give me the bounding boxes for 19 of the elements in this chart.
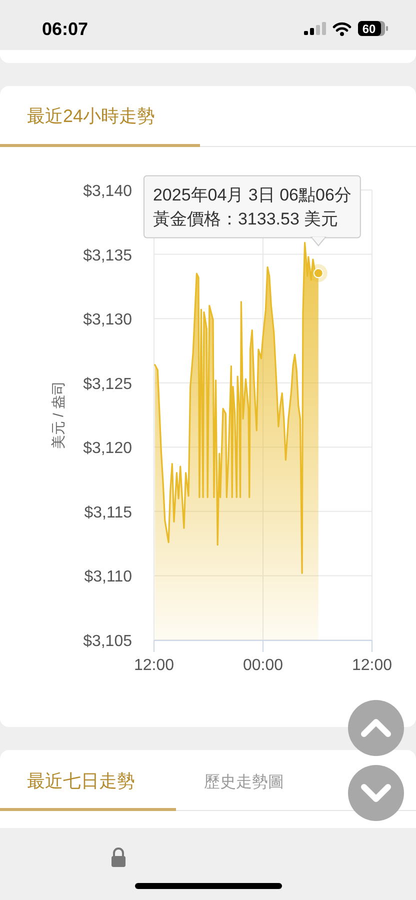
y-tick-label: $3,130 [83, 312, 132, 329]
y-axis-title: 美元 / 盎司 [50, 381, 66, 449]
chart-title: 最近24小時走勢 [27, 106, 156, 126]
y-tick-label: $3,140 [83, 183, 132, 200]
y-tick-label: $3,110 [84, 568, 132, 586]
y-tick-label: $3,115 [84, 504, 132, 522]
x-tick-label: 00:00 [242, 657, 284, 674]
text: 歷史走勢圖 [204, 773, 284, 791]
y-tick-label: $3,125 [83, 376, 132, 393]
y-tick-label: $3,135 [83, 247, 132, 264]
y-tick-label: $3,120 [83, 440, 132, 458]
x-tick-label: 12:00 [352, 657, 392, 674]
annotation: 黃金價格：3133.53 美元 [152, 210, 338, 229]
text: 06:07 [42, 19, 88, 39]
text: 60 [362, 22, 376, 36]
annotation: 2025年04月 3日 06點06分 [152, 186, 352, 205]
text: 最近七日走勢 [27, 771, 135, 791]
y-tick-label: $3,105 [83, 633, 132, 650]
x-tick-label: 12:00 [134, 657, 174, 674]
